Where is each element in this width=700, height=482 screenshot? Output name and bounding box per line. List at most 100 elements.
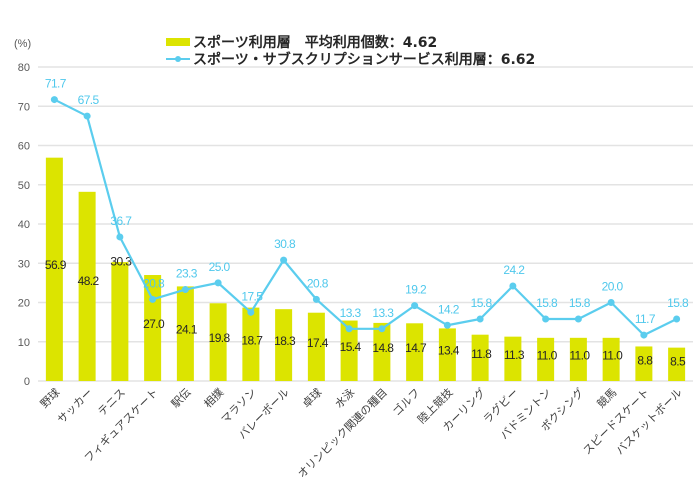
bar-data-label: 14.7 — [405, 341, 427, 355]
bar-series — [45, 157, 686, 381]
bar — [373, 322, 391, 381]
line-marker — [509, 282, 517, 290]
legend-swatch-bar — [166, 38, 190, 46]
line-data-label: 67.5 — [78, 93, 100, 107]
y-unit-label: (%) — [14, 38, 31, 50]
bar — [406, 323, 424, 381]
line-data-label: 20.0 — [602, 280, 624, 294]
line-marker — [83, 112, 91, 120]
line-marker — [607, 299, 615, 306]
y-tick-label: 20 — [18, 298, 30, 310]
gridlines — [38, 66, 693, 382]
bar-data-label: 18.3 — [274, 334, 296, 348]
y-tick-label: 60 — [18, 141, 30, 153]
bar-data-label: 27.0 — [143, 317, 165, 331]
bar — [569, 337, 587, 381]
line-marker — [640, 331, 648, 339]
bar-data-label: 18.7 — [241, 333, 263, 347]
line-data-label: 13.3 — [340, 306, 362, 320]
y-tick-label: 50 — [18, 180, 30, 192]
line-data-label: 15.8 — [667, 296, 689, 310]
y-tick-label: 0 — [24, 376, 30, 388]
bar-data-label: 11.0 — [602, 348, 623, 362]
line-marker — [50, 96, 58, 104]
bar-data-label: 8.5 — [670, 355, 686, 369]
bar — [307, 312, 325, 381]
bar-data-label: 24.1 — [176, 323, 198, 337]
x-category-label: 相撲 — [201, 385, 226, 410]
line-data-label: 19.2 — [405, 283, 427, 297]
bar — [275, 309, 293, 381]
line-marker — [476, 315, 484, 323]
bar — [504, 336, 522, 381]
x-category-label: 卓球 — [299, 385, 324, 410]
line-data-label: 15.8 — [471, 296, 493, 310]
y-tick-label: 30 — [18, 258, 30, 270]
line-series — [50, 96, 681, 339]
series-line — [53, 98, 678, 337]
bar-data-label: 30.3 — [110, 254, 132, 268]
line-marker — [181, 286, 189, 294]
line-data-label: 17.5 — [241, 289, 263, 303]
bar — [537, 337, 555, 381]
bar-data-labels: 56.9 48.2 30.3 27.0 24.1 19.8 18.7 18.3 17.4 15.4… — [45, 254, 687, 369]
x-category-label: 駅伝 — [169, 386, 194, 411]
line-data-label: 14.2 — [438, 302, 460, 316]
line-data-labels: 71.7 67.5 36.7 20.8 23.3 25.0 17.5 30.8 20.8 13.3… — [45, 77, 690, 327]
legend-item-line: スポーツ・サブスクリプションサービス利用層：6.62 — [166, 51, 535, 68]
line-data-label: 71.7 — [45, 77, 67, 91]
bar-data-label: 56.9 — [45, 258, 67, 272]
bar-data-label: 17.4 — [307, 336, 329, 350]
bar-data-label: 11.0 — [537, 348, 558, 362]
line-marker — [542, 315, 550, 323]
bar — [438, 328, 456, 381]
bar — [176, 286, 194, 381]
line-data-label: 25.0 — [209, 260, 231, 274]
legend: スポーツ利用層 平均利用個数：4.62 スポーツ・サブスクリプションサービス利用… — [166, 34, 535, 68]
line-marker — [411, 302, 419, 310]
bar-data-label: 19.8 — [209, 331, 231, 345]
y-tick-label: 80 — [18, 62, 30, 74]
bar — [144, 275, 162, 381]
line-data-label: 36.7 — [110, 214, 132, 228]
legend-label-bar: スポーツ利用層 平均利用個数：4.62 — [193, 34, 437, 51]
bar — [209, 303, 227, 381]
line-data-label: 13.3 — [372, 306, 394, 320]
line-marker — [214, 279, 222, 287]
line-marker — [443, 321, 451, 329]
bar — [45, 157, 63, 381]
bar-data-label: 8.8 — [637, 353, 653, 367]
bar-data-label: 11.3 — [504, 348, 525, 362]
line-marker — [345, 325, 353, 333]
line-marker — [247, 308, 255, 316]
bar — [242, 307, 260, 381]
line-data-label: 20.8 — [143, 276, 165, 290]
bar-data-label: 14.8 — [372, 341, 394, 355]
bar — [340, 320, 358, 381]
bar-data-label: 13.4 — [438, 344, 460, 358]
line-marker — [673, 315, 681, 323]
legend-item-bar: スポーツ利用層 平均利用個数：4.62 — [166, 34, 437, 51]
bar — [78, 191, 96, 381]
bar — [635, 346, 653, 381]
y-tick-label: 10 — [18, 337, 30, 349]
x-category-label: サッカー — [55, 386, 95, 426]
line-marker — [116, 233, 124, 241]
line-marker — [574, 315, 582, 323]
line-data-label: 11.7 — [635, 312, 656, 326]
line-data-label: 23.3 — [176, 267, 198, 281]
line-data-label: 15.8 — [536, 296, 558, 310]
bar — [471, 334, 489, 381]
legend-label-line: スポーツ・サブスクリプションサービス利用層：6.62 — [193, 51, 535, 68]
y-tick-label: 40 — [18, 219, 30, 231]
line-data-label: 30.8 — [274, 237, 296, 251]
y-axis: 0 10 20 30 40 50 60 70 80 — [18, 62, 30, 388]
line-marker — [280, 256, 288, 264]
bar-data-label: 11.8 — [471, 347, 492, 361]
line-data-label: 20.8 — [307, 276, 329, 290]
bar-data-label: 15.4 — [340, 340, 362, 354]
y-tick-label: 70 — [18, 101, 30, 113]
bar — [668, 347, 686, 381]
